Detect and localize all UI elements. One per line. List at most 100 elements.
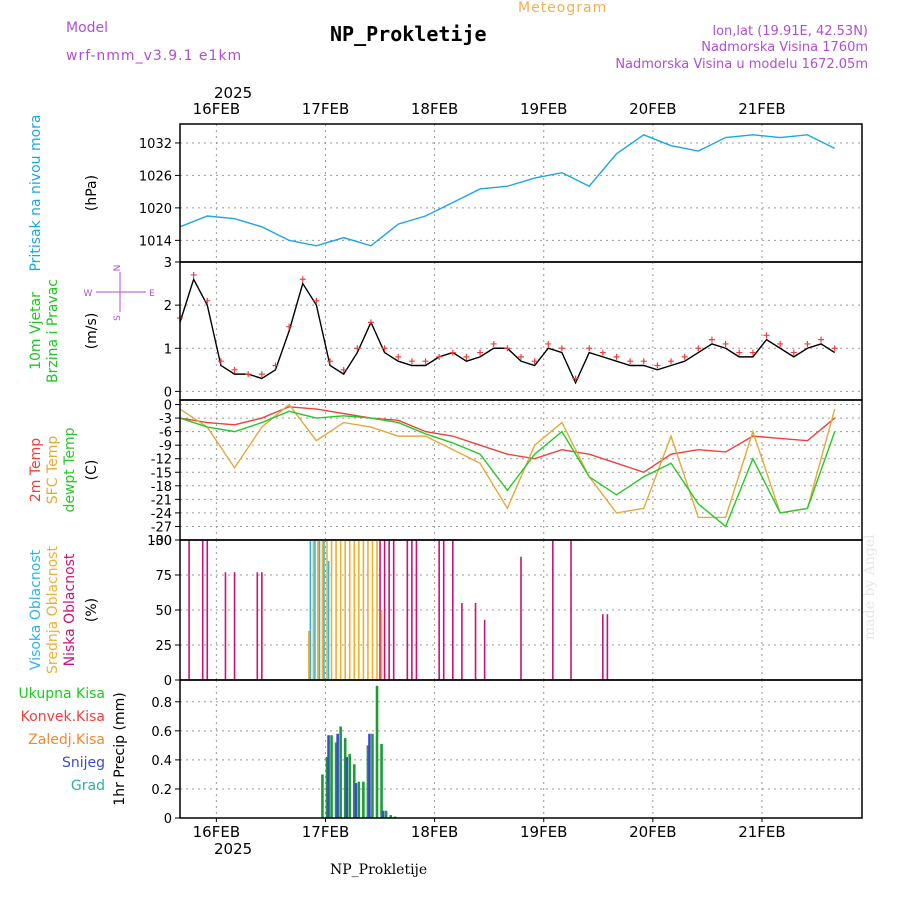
gust-marker [340, 366, 347, 373]
precip-legend-3: Snijeg [62, 755, 105, 771]
series-line-SFC [179, 403, 836, 519]
ytick-label: 75 [155, 569, 172, 584]
gust-marker [327, 358, 334, 365]
wind-panel [175, 261, 863, 401]
side-label-precip: 1hr Precip (mm) [112, 692, 128, 805]
gust-marker [613, 353, 620, 360]
ytick-label: -27 [151, 520, 172, 535]
gust-marker [395, 353, 402, 360]
gust-marker [777, 340, 784, 347]
gust-marker [299, 276, 306, 283]
gust-marker [749, 349, 756, 356]
side-label-clouds-0: Visoka Oblacnost [28, 549, 44, 670]
ytick-label: 1020 [139, 202, 172, 217]
precip-bar-snow [345, 756, 349, 818]
compass-e: E [149, 289, 155, 299]
ytick-label: 0 [164, 812, 172, 827]
precip-bar-snow [368, 733, 371, 818]
date-label-bottom: 20FEB [629, 823, 676, 841]
ytick-label: 1026 [139, 169, 172, 184]
precip-legend-4: Grad [71, 778, 105, 794]
series-line-speed [179, 277, 836, 385]
ytick-label: -9 [159, 439, 172, 454]
temperature-panel [175, 399, 863, 541]
gust-marker [463, 353, 470, 360]
date-label-bottom: 19FEB [520, 823, 567, 841]
compass-w: W [84, 289, 93, 299]
ytick-label: 0.6 [151, 725, 172, 740]
precip-panel [175, 679, 863, 819]
ytick-label: -15 [151, 466, 172, 481]
gust-marker [545, 340, 552, 347]
ytick-label: 25 [155, 639, 172, 654]
side-label-clouds-2: Niska Oblacnost [62, 553, 78, 666]
series-line-pressure [179, 134, 836, 247]
clouds-panel [175, 539, 863, 681]
ytick-label: 50 [155, 604, 172, 619]
gust-marker [804, 340, 811, 347]
precip-bar-total [384, 810, 388, 818]
compass-n: N [113, 265, 123, 272]
series-line-2m [179, 406, 836, 474]
precip-legend-2: Zaledj.Kisa [28, 732, 105, 748]
gust-marker [572, 375, 579, 382]
date-label-top: 19FEB [520, 100, 567, 118]
temperature-frame [179, 399, 863, 541]
gust-marker [245, 371, 252, 378]
center-title: Meteogram [518, 0, 608, 16]
precip-bar-total [352, 764, 356, 818]
ytick-label: 0 [164, 399, 172, 414]
gust-marker [708, 336, 715, 343]
precip-bar-total [334, 742, 338, 818]
date-label-bottom: 16FEB [193, 823, 240, 841]
precip-bar-total [330, 735, 333, 818]
precip-bar-total [366, 745, 370, 818]
unit-label-wind: (m/s) [84, 313, 100, 350]
gust-marker [518, 353, 524, 360]
gust-marker [668, 358, 675, 365]
date-label-top: 17FEB [302, 100, 349, 118]
precip-bar-total [343, 738, 347, 818]
gust-marker [490, 340, 497, 347]
date-label-bottom: 18FEB [411, 823, 458, 841]
unit-label-temperature: (C) [84, 460, 100, 481]
ytick-label: 0.8 [151, 696, 172, 711]
gust-marker [354, 345, 361, 352]
gust-marker [272, 362, 279, 369]
ytick-label: 100 [147, 534, 172, 549]
side-label-pressure-0: Pritisak na nivou mora [28, 114, 44, 271]
gust-marker [217, 358, 224, 365]
precip-frame [179, 679, 863, 819]
side-label-wind-1: Brzina i Pravac [45, 279, 61, 383]
ytick-label: -6 [159, 426, 172, 441]
gust-marker [504, 345, 511, 352]
ytick-label: 0 [164, 674, 172, 689]
ytick-label: -18 [151, 480, 172, 495]
gust-marker [681, 353, 688, 360]
precip-bar-total [348, 754, 352, 818]
ytick-label: 0.4 [151, 754, 172, 769]
gust-marker [449, 349, 456, 356]
gust-marker [408, 358, 415, 365]
year-bottom: 2025 [214, 840, 253, 858]
compass-s: S [113, 315, 123, 321]
pressure-frame [179, 123, 863, 263]
footer-station: NP_Prokletije [330, 862, 428, 878]
pressure-panel [175, 123, 863, 263]
gust-marker [790, 349, 797, 356]
ytick-label: 2 [164, 299, 172, 314]
gust-marker [558, 345, 565, 352]
ytick-label: -30 [151, 534, 172, 549]
gust-marker [763, 332, 770, 339]
precip-bar-total [357, 781, 361, 818]
watermark: made by Angel [862, 534, 878, 641]
gust-marker [831, 345, 838, 352]
side-label-temperature-2: dewpt Temp [62, 427, 78, 512]
gust-marker [586, 345, 593, 352]
gust-marker [818, 336, 825, 343]
precip-bar-snow [336, 733, 339, 818]
gust-marker [599, 349, 606, 356]
date-label-top: 21FEB [738, 100, 785, 118]
ytick-label: 3 [164, 256, 172, 271]
